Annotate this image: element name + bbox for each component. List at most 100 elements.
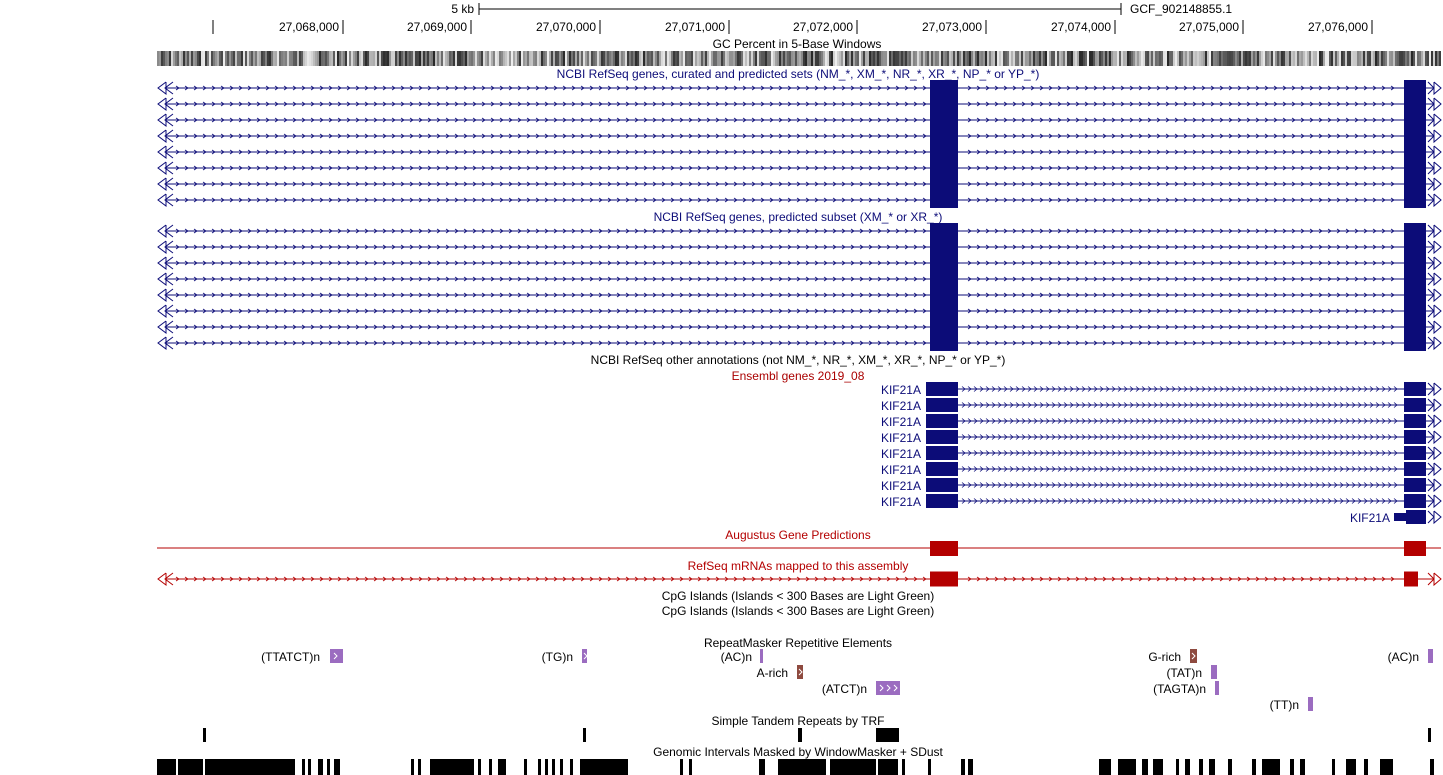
gene-label[interactable]: KIF21A — [881, 399, 921, 413]
masked-interval[interactable] — [489, 759, 492, 775]
masked-interval[interactable] — [560, 759, 563, 775]
masked-interval[interactable] — [961, 759, 965, 775]
utr-block[interactable] — [1394, 513, 1406, 521]
repeat-element[interactable] — [1211, 665, 1217, 679]
exon-block[interactable] — [930, 287, 958, 303]
repeat-element[interactable] — [876, 681, 900, 695]
exon-block[interactable] — [926, 414, 958, 428]
exon-block[interactable] — [930, 239, 958, 255]
tandem-repeat[interactable] — [203, 728, 206, 742]
augustus-exon[interactable] — [930, 541, 958, 556]
masked-interval[interactable] — [1176, 759, 1179, 775]
exon-block[interactable] — [1404, 398, 1426, 412]
gene-label[interactable]: KIF21A — [881, 383, 921, 397]
masked-interval[interactable] — [1142, 759, 1148, 775]
exon-block[interactable] — [1404, 239, 1426, 255]
gene-transcript[interactable] — [157, 319, 1442, 335]
exon-block[interactable] — [1404, 446, 1426, 460]
gene-label[interactable]: KIF21A — [881, 479, 921, 493]
repeat-element[interactable] — [1190, 649, 1197, 663]
masked-interval[interactable] — [1209, 759, 1215, 775]
masked-interval[interactable] — [157, 759, 176, 775]
ensembl-transcript[interactable]: KIF21A — [881, 382, 1442, 397]
windowmasker-track[interactable]: Genomic Intervals Masked by WindowMasker… — [157, 745, 1434, 775]
tandem-repeat[interactable] — [876, 728, 899, 742]
masked-interval[interactable] — [545, 759, 548, 775]
gene-transcript[interactable] — [157, 80, 1442, 96]
masked-interval[interactable] — [1153, 759, 1163, 775]
masked-interval[interactable] — [178, 759, 203, 775]
masked-interval[interactable] — [878, 759, 898, 775]
exon-block[interactable] — [1404, 80, 1426, 96]
exon-block[interactable] — [1404, 96, 1426, 112]
exon-block[interactable] — [1404, 255, 1426, 271]
masked-interval[interactable] — [411, 759, 414, 775]
exon-block[interactable] — [930, 223, 958, 239]
exon-block[interactable] — [930, 80, 958, 96]
exon-block[interactable] — [930, 303, 958, 319]
gene-transcript[interactable] — [157, 176, 1442, 192]
masked-interval[interactable] — [1118, 759, 1136, 775]
refseq-curated-predicted-track[interactable]: NCBI RefSeq genes, curated and predicted… — [157, 67, 1442, 208]
gene-transcript[interactable] — [157, 239, 1442, 255]
masked-interval[interactable] — [1300, 759, 1305, 775]
masked-interval[interactable] — [430, 759, 474, 775]
ensembl-transcript[interactable]: KIF21A — [881, 398, 1442, 413]
ensembl-transcript[interactable]: KIF21A — [881, 478, 1442, 493]
masked-interval[interactable] — [830, 759, 876, 775]
exon-block[interactable] — [930, 112, 958, 128]
augustus-exon[interactable] — [1404, 541, 1426, 556]
masked-interval[interactable] — [1228, 759, 1232, 775]
ensembl-genes-track[interactable]: Ensembl genes 2019_08 KIF21A KIF21A KIF21A… — [732, 369, 1442, 525]
repeat-element[interactable] — [797, 665, 803, 679]
gene-label[interactable]: KIF21A — [881, 415, 921, 429]
exon-block[interactable] — [1404, 176, 1426, 192]
ensembl-transcript[interactable]: KIF21A — [881, 462, 1442, 477]
gene-transcript[interactable] — [157, 335, 1442, 351]
gene-label[interactable]: KIF21A — [881, 447, 921, 461]
masked-interval[interactable] — [968, 759, 973, 775]
exon-block[interactable] — [1404, 128, 1426, 144]
exon-block[interactable] — [1404, 144, 1426, 160]
exon-block[interactable] — [1404, 192, 1426, 208]
gene-transcript[interactable] — [157, 160, 1442, 176]
ensembl-transcript[interactable]: KIF21A — [881, 494, 1442, 509]
masked-interval[interactable] — [680, 759, 683, 775]
trf-track[interactable]: Simple Tandem Repeats by TRF — [203, 714, 1431, 742]
masked-interval[interactable] — [418, 759, 421, 775]
ensembl-transcript[interactable]: KIF21A — [1350, 510, 1442, 525]
exon-block[interactable] — [930, 192, 958, 208]
masked-interval[interactable] — [1290, 759, 1294, 775]
refseq-mrna-track[interactable]: RefSeq mRNAs mapped to this assembly — [157, 559, 1442, 587]
ensembl-transcript[interactable]: KIF21A — [881, 414, 1442, 429]
repeat-element[interactable] — [1215, 681, 1219, 695]
repeatmasker-track[interactable]: RepeatMasker Repetitive Elements (TTATCT… — [261, 636, 1433, 712]
exon-block[interactable] — [930, 128, 958, 144]
exon-block[interactable] — [930, 160, 958, 176]
exon-block[interactable] — [1404, 462, 1426, 476]
exon-block[interactable] — [926, 462, 958, 476]
exon-block[interactable] — [1404, 160, 1426, 176]
masked-interval[interactable] — [318, 759, 323, 775]
augustus-track[interactable]: Augustus Gene Predictions — [157, 528, 1441, 556]
exon-block[interactable] — [1404, 478, 1426, 492]
gene-label[interactable]: KIF21A — [881, 431, 921, 445]
exon-block[interactable] — [1404, 335, 1426, 351]
masked-interval[interactable] — [580, 759, 628, 775]
exon-block[interactable] — [926, 430, 958, 444]
tandem-repeat[interactable] — [583, 728, 586, 742]
exon-block[interactable] — [930, 255, 958, 271]
masked-interval[interactable] — [759, 759, 765, 775]
exon-block[interactable] — [930, 271, 958, 287]
exon-block[interactable] — [930, 96, 958, 112]
exon-block[interactable] — [930, 144, 958, 160]
exon-block[interactable] — [1404, 414, 1426, 428]
gene-transcript[interactable] — [157, 192, 1442, 208]
exon-block[interactable] — [930, 176, 958, 192]
masked-interval[interactable] — [928, 759, 931, 775]
exon-block[interactable] — [926, 494, 958, 508]
masked-interval[interactable] — [478, 759, 481, 775]
masked-interval[interactable] — [1199, 759, 1203, 775]
exon-block[interactable] — [926, 446, 958, 460]
